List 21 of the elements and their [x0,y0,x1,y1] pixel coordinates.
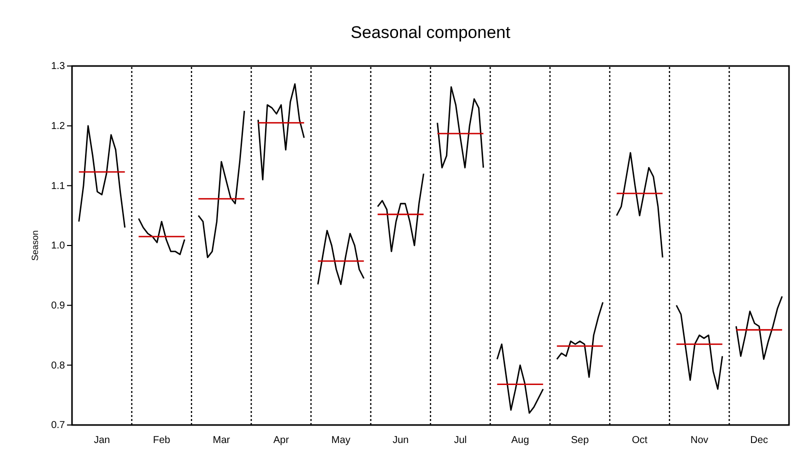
y-tick-label: 0.9 [51,300,66,312]
y-tick-label: 1.3 [51,61,66,72]
x-tick-label: Mar [212,435,231,446]
chart-title: Seasonal component [350,23,511,42]
x-tick-label: Sep [570,435,590,446]
y-tick-label: 1.0 [51,240,66,252]
x-tick-label: Oct [632,435,648,446]
x-tick-label: Jul [454,435,467,446]
x-tick-label: May [331,435,350,446]
y-axis-title: Season [30,230,40,261]
x-tick-label: Jun [392,435,409,446]
x-tick-label: Apr [273,435,290,446]
x-tick-label: Jan [94,435,110,446]
y-tick-label: 0.7 [51,420,66,432]
x-tick-label: Dec [750,435,768,446]
x-tick-label: Feb [153,435,171,446]
y-tick-label: 0.8 [51,360,66,372]
x-tick-label: Nov [690,435,708,446]
x-tick-label: Aug [511,435,530,446]
y-tick-label: 1.1 [51,180,66,192]
y-tick-label: 1.2 [51,121,66,132]
